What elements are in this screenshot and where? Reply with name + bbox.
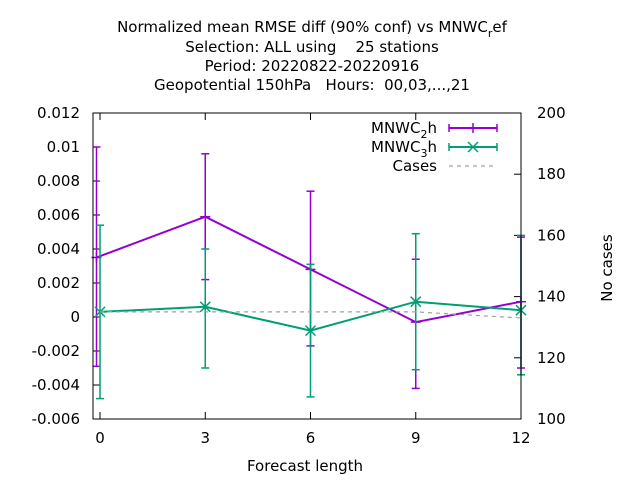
title-line-1: Normalized mean RMSE diff (90% conf) vs … (117, 18, 508, 40)
legend-label-tail: h (427, 138, 437, 156)
title-line-1-tail: ef (492, 18, 507, 36)
series-layer (91, 146, 527, 400)
y-tick-label: -0.006 (32, 410, 80, 428)
y2-tick-label: 180 (537, 165, 566, 183)
title-line-1-subscript: r (488, 27, 493, 40)
y2-tick-label: 160 (537, 226, 566, 244)
legend-label-tail: h (427, 119, 437, 137)
y-tick-label: 0.008 (37, 172, 80, 190)
x-tick-label: 6 (306, 429, 316, 447)
y2-tick-label: 140 (537, 288, 566, 306)
title-line-3: Period: 20220822-20220916 (205, 57, 420, 75)
title-line-1-main: Normalized mean RMSE diff (90% conf) vs … (117, 18, 488, 36)
title-line-2: Selection: ALL using 25 stations (185, 38, 439, 56)
y-tick-label: 0.002 (37, 274, 80, 292)
title-line-4: Geopotential 150hPa Hours: 00,03,...,21 (154, 76, 470, 94)
series-0 (91, 146, 526, 390)
plot-frame (92, 112, 522, 420)
legend-label-main: MNWC (371, 138, 420, 156)
legend-label-subscript: 2 (420, 128, 427, 141)
error-bar (201, 248, 210, 369)
y-tick-label: 0.012 (37, 104, 80, 122)
x-tick-label: 3 (200, 429, 210, 447)
y-tick-label: 0.004 (37, 240, 80, 258)
point-marker (304, 325, 317, 337)
axis-ticks: -0.006 -0.004 -0.002 0 0.002 0.004 0.006 0.008 0… (32, 104, 566, 447)
legend-entry: MNWC2h (371, 119, 498, 141)
y-tick-label: 0.006 (37, 206, 80, 224)
y2-axis-label: No cases (598, 234, 616, 302)
x-tick-label: 0 (95, 429, 105, 447)
y-tick-label: 0.01 (47, 138, 80, 156)
y-tick-label: -0.002 (32, 342, 80, 360)
x-axis-label: Forecast length (247, 457, 363, 475)
legend-label-main: Cases (392, 157, 437, 175)
y-tick-label: -0.004 (32, 376, 80, 394)
chart-title: Normalized mean RMSE diff (90% conf) vs … (117, 18, 508, 94)
legend-label-main: MNWC (371, 119, 420, 137)
legend-entry: MNWC3h (371, 138, 498, 160)
legend-entry: Cases (392, 157, 497, 175)
y2-tick-label: 120 (537, 349, 566, 367)
y-tick-label: 0 (70, 308, 80, 326)
series-2 (100, 311, 522, 319)
legend-label: MNWC3h (371, 138, 437, 160)
legend-label: Cases (392, 157, 437, 175)
point-marker (467, 141, 479, 153)
point-marker (410, 296, 422, 308)
y2-tick-label: 200 (537, 104, 566, 122)
series-line (100, 311, 522, 319)
x-tick-label: 9 (411, 429, 421, 447)
legend-label: MNWC2h (371, 119, 437, 141)
y2-tick-label: 100 (537, 410, 566, 428)
legend-label-subscript: 3 (420, 147, 427, 160)
x-tick-label: 12 (511, 429, 530, 447)
point-marker (199, 301, 211, 313)
